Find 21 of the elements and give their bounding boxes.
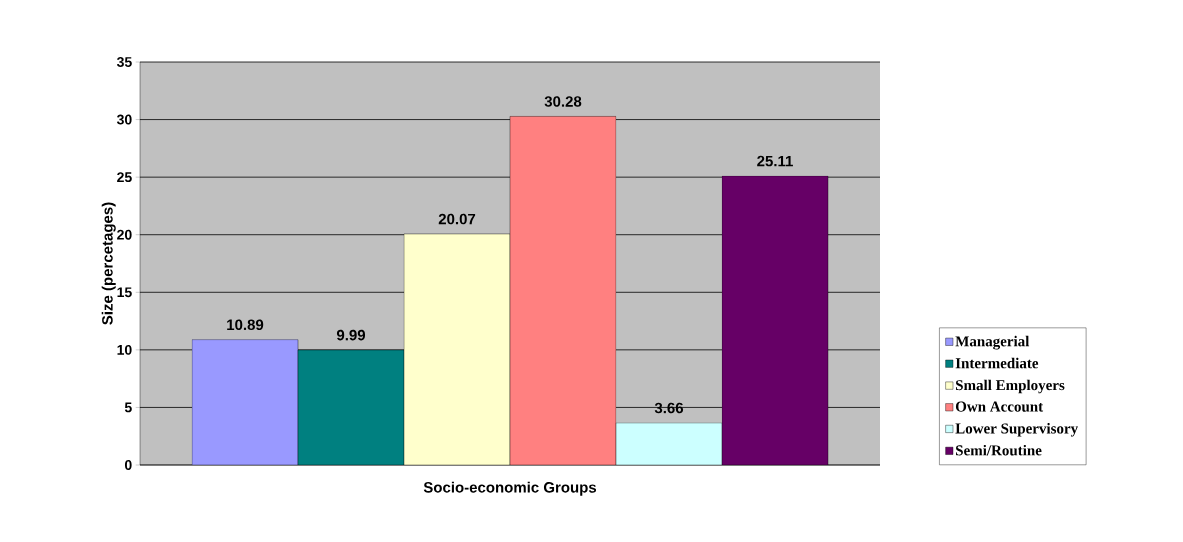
legend-label: Own Account xyxy=(955,401,1044,412)
legend-label: Semi/Routine xyxy=(956,444,1042,456)
legend-label: Lower Supervisory xyxy=(955,423,1078,437)
y-axis-title: Size (percetages) xyxy=(101,202,116,325)
y-tick-label: 25 xyxy=(117,172,132,183)
data-label: 9.99 xyxy=(336,329,366,341)
x-axis-title: Socio-economic Groups xyxy=(423,481,597,496)
data-label: 25.11 xyxy=(757,155,793,167)
y-tick-label: 10 xyxy=(117,344,132,355)
y-tick-label: 15 xyxy=(117,287,132,298)
y-tick-label: 35 xyxy=(116,57,132,67)
legend-label: Intermediate xyxy=(955,357,1039,369)
y-tick-label: 5 xyxy=(124,402,132,413)
y-tick-label: 20 xyxy=(117,229,132,240)
data-label: 10.89 xyxy=(227,319,264,331)
data-label: 30.28 xyxy=(544,96,582,107)
y-tick-label: 0 xyxy=(124,460,132,470)
legend-label: Managerial xyxy=(955,335,1030,350)
data-label: 20.07 xyxy=(438,213,476,225)
y-tick-label: 30 xyxy=(116,114,132,125)
legend-label: Small Employers xyxy=(956,379,1065,394)
